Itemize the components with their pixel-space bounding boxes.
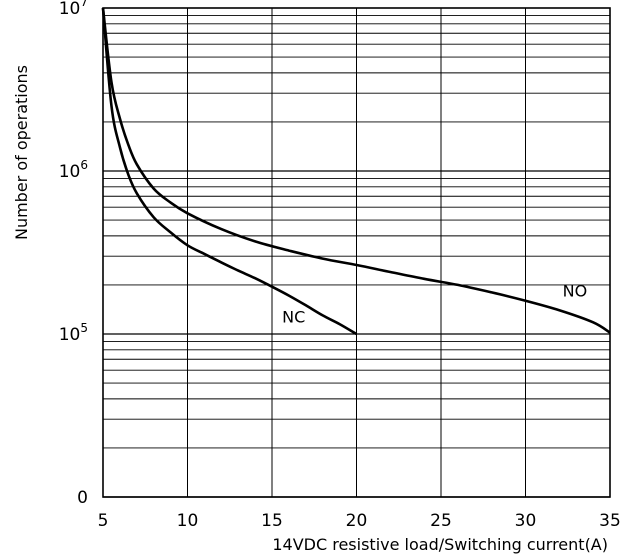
plot-frame <box>102 7 611 498</box>
x-tick-label: 25 <box>430 511 452 531</box>
x-tick-label: 10 <box>177 511 199 531</box>
y-tick-label: 0 <box>77 488 88 508</box>
y-axis-title: Number of operations <box>12 65 31 240</box>
grid <box>102 8 611 498</box>
x-tick-label: 5 <box>98 511 109 531</box>
x-axis-title: 14VDC resistive load/Switching current(A… <box>272 535 608 554</box>
series-line-nc <box>101 7 358 336</box>
y-tick-label: 106 <box>59 158 88 182</box>
series-annotation: NO <box>563 281 588 300</box>
x-tick-label: 35 <box>599 511 621 531</box>
x-tick-label: 15 <box>261 511 283 531</box>
x-tick-label: 20 <box>346 511 368 531</box>
series-annotation: NC <box>282 307 305 326</box>
y-tick-label: 105 <box>59 321 88 345</box>
y-tick-label: 107 <box>59 0 88 19</box>
tick-labels: 5 10 15 20 25 30 35 0 105 106 107 <box>59 0 621 531</box>
x-tick-label: 30 <box>515 511 537 531</box>
series-line-no <box>101 7 611 334</box>
annotations: NC NO <box>282 281 587 326</box>
series-layer <box>101 7 611 336</box>
